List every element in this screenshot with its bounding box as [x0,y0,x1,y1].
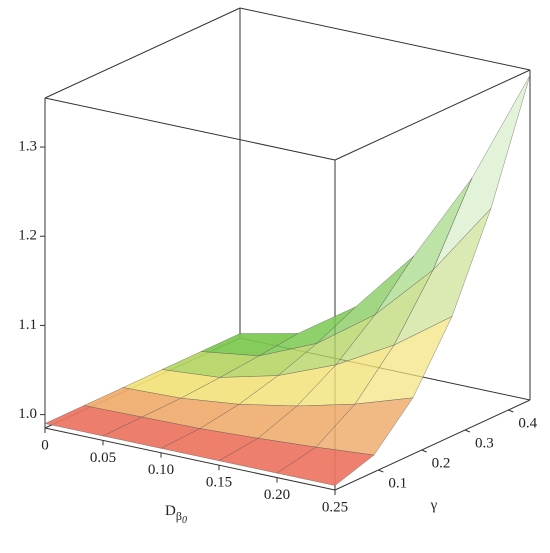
x-tick-label: 0.20 [264,487,290,503]
box-edge [44,97,336,161]
z-tick-label: 1.0 [18,406,37,422]
x-tick-label: 0 [41,437,49,453]
y-tick-label: 0.3 [475,435,494,451]
surface-patch [432,75,531,271]
box-edge [239,7,531,71]
x-tick-label: 0.25 [322,499,348,515]
y-tick [421,449,427,453]
box-edge [44,7,241,99]
y-tick-label: 0.4 [518,415,537,431]
box-edge [334,399,531,491]
y-tick-label: 0.1 [388,475,407,491]
surface-patch [276,446,375,486]
y-tick [508,409,514,413]
x-tick-label: 0.10 [148,462,174,478]
x-axis-label-main: D [165,503,176,519]
z-tick-label: 1.3 [18,138,37,154]
box-edge [44,427,336,491]
x-tick-label: 0.15 [206,475,232,491]
x-axis-label: Dβ0 [165,503,187,526]
x-axis-label-sub: β [176,509,182,523]
y-tick [378,469,384,473]
y-axis-label: γ [430,497,438,513]
y-tick [464,429,471,433]
z-tick-label: 1.1 [18,317,37,333]
y-tick-label: 0.2 [432,455,451,471]
x-axis-label-subsub: 0 [182,515,187,526]
x-tick-label: 0.05 [90,450,116,466]
box-edge [334,69,531,161]
z-tick-label: 1.2 [18,228,37,244]
